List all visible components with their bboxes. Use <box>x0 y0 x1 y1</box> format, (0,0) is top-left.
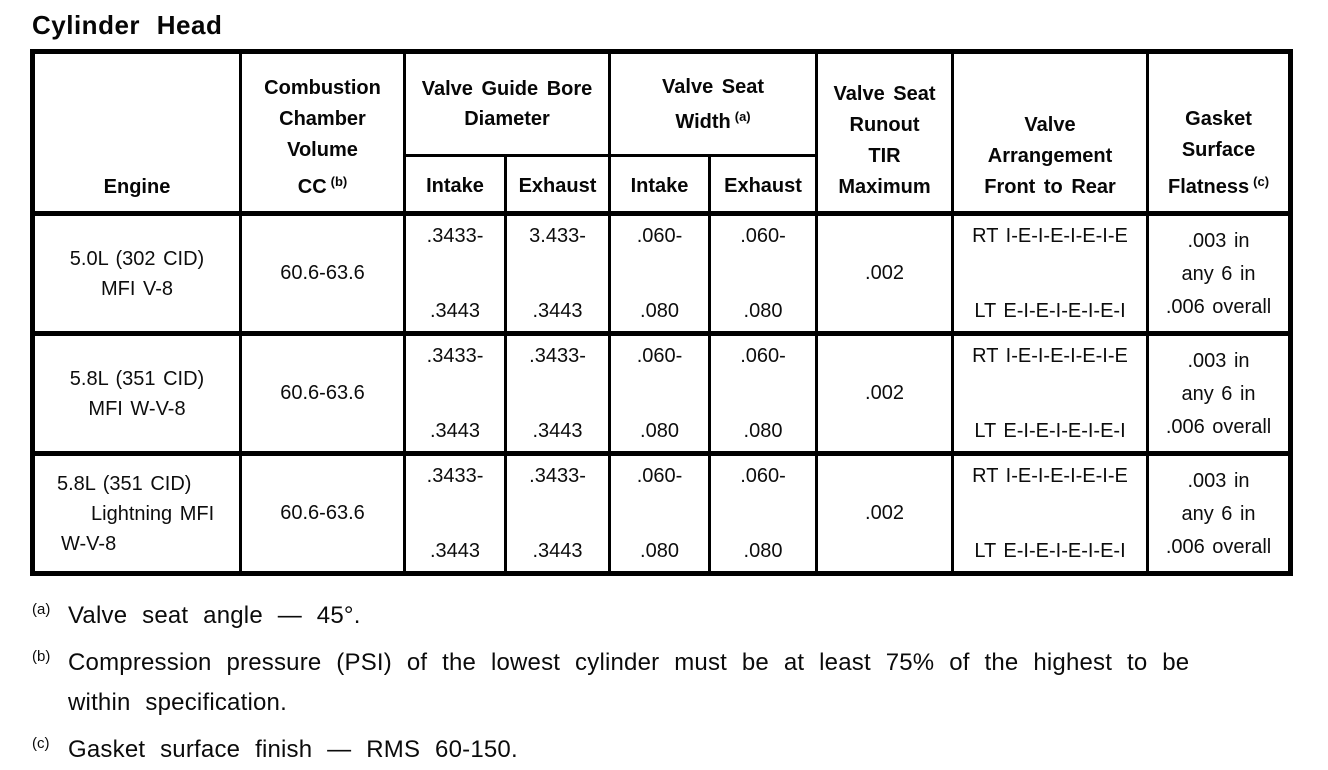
cylinder-head-spec-table: Engine Combustion Chamber Volume CC (b) V… <box>30 49 1294 576</box>
gasket-flatness-cell: .003 in any 6 in .006 overall <box>1146 331 1293 455</box>
guide-bore-exhaust-cell: 3.433- .3443 <box>503 211 612 335</box>
combustion-volume-cell: 60.6-63.6 <box>239 331 406 455</box>
valve-arrangement-cell: RT I-E-I-E-I-E-I-E LT E-I-E-I-E-I-E-I <box>951 211 1150 335</box>
header-valve-seat-runout: Valve Seat Runout TIR Maximum <box>815 50 955 215</box>
header-combustion-chamber-volume: Combustion Chamber Volume CC (b) <box>239 50 406 215</box>
runout-cell: .002 <box>815 331 955 455</box>
subheader-guide-bore-exhaust: Exhaust <box>503 154 612 215</box>
header-valve-guide-bore-diameter: Valve Guide Bore Diameter <box>402 50 612 157</box>
footnote-c: (c) Gasket surface finish — RMS 60-150. <box>32 724 1207 770</box>
combustion-volume-cell: 60.6-63.6 <box>239 451 406 575</box>
subheader-seat-width-exhaust: Exhaust <box>708 154 819 215</box>
footnote-marker-b-ref: (b) <box>330 174 348 189</box>
footnotes-section: (a) Valve seat angle — 45°. (b) Compressio… <box>32 590 1207 770</box>
footnote-marker-a-ref: (a) <box>734 108 751 124</box>
footnote-a: (a) Valve seat angle — 45°. <box>32 590 1207 636</box>
seat-width-exhaust-cell: .060- .080 <box>708 211 819 335</box>
seat-width-intake-cell: .060- .080 <box>608 331 712 455</box>
header-row-subcolumns: Intake Exhaust Intake Exhaust <box>33 154 1291 215</box>
footnote-c-marker: (c) <box>32 735 50 752</box>
guide-bore-intake-cell: .3433- .3443 <box>403 451 507 575</box>
footnote-a-marker: (a) <box>32 601 51 618</box>
valve-arrangement-cell: RT I-E-I-E-I-E-I-E LT E-I-E-I-E-I-E-I <box>951 331 1150 455</box>
table-row-5-8l: 5.8L (351 CID) MFI W-V-8 60.6-63.6 .3433… <box>31 331 1293 455</box>
seat-width-intake-cell: .060- .080 <box>608 211 712 335</box>
header-valve-arrangement: Valve Arrangement Front to Rear <box>951 50 1150 215</box>
valve-arrangement-cell: RT I-E-I-E-I-E-I-E LT E-I-E-I-E-I-E-I <box>951 451 1150 575</box>
page-title: Cylinder Head <box>32 10 223 40</box>
runout-cell: .002 <box>815 211 955 335</box>
footnote-a-text: Valve seat angle — 45°. <box>68 602 361 629</box>
guide-bore-intake-cell: .3433- .3443 <box>403 331 507 455</box>
combustion-volume-cell: 60.6-63.6 <box>239 211 406 335</box>
subheader-seat-width-intake: Intake <box>608 154 712 215</box>
footnote-c-text: Gasket surface finish — RMS 60-150. <box>68 736 518 763</box>
seat-width-exhaust-cell: .060- .080 <box>708 331 819 455</box>
table-row-5-0l: 5.0L (302 CID) MFI V-8 60.6-63.6 .3433-.… <box>31 211 1293 335</box>
table-row-5-8l-lightning: 5.8L (351 CID) Lightning MFI W-V-8 60.6-… <box>31 451 1293 575</box>
gasket-flatness-cell: .003 in any 6 in .006 overall <box>1146 211 1293 335</box>
guide-bore-intake-cell: .3433- .3443 <box>403 211 507 335</box>
footnote-marker-c-ref: (c) <box>1253 174 1270 189</box>
header-row-groups: Engine Combustion Chamber Volume CC (b) V… <box>31 50 1293 215</box>
header-gasket-surface-flatness: Gasket Surface Flatness (c) <box>1146 50 1293 215</box>
guide-bore-exhaust-cell: .3433- .3443 <box>503 331 612 455</box>
gasket-flatness-cell: .003 in any 6 in .006 overall <box>1146 451 1293 575</box>
header-engine-label: Engine <box>103 176 171 198</box>
seat-width-exhaust-cell: .060- .080 <box>708 451 819 575</box>
subheader-guide-bore-intake: Intake <box>403 154 507 215</box>
footnote-b-marker: (b) <box>32 648 51 665</box>
engine-cell: 5.8L (351 CID) Lightning MFI W-V-8 <box>31 451 242 575</box>
footnote-b-text: Compression pressure (PSI) of the lowest… <box>68 649 1190 716</box>
header-engine: Engine <box>31 50 242 215</box>
engine-cell: 5.8L (351 CID) MFI W-V-8 <box>31 331 242 455</box>
guide-bore-exhaust-cell: .3433- .3443 <box>503 451 612 575</box>
runout-cell: .002 <box>815 451 955 575</box>
engine-cell: 5.0L (302 CID) MFI V-8 <box>31 211 242 335</box>
seat-width-intake-cell: .060- .080 <box>608 451 712 575</box>
header-valve-seat-width: Valve Seat Width (a) <box>608 50 819 157</box>
footnote-b: (b) Compression pressure (PSI) of the low… <box>32 637 1207 723</box>
